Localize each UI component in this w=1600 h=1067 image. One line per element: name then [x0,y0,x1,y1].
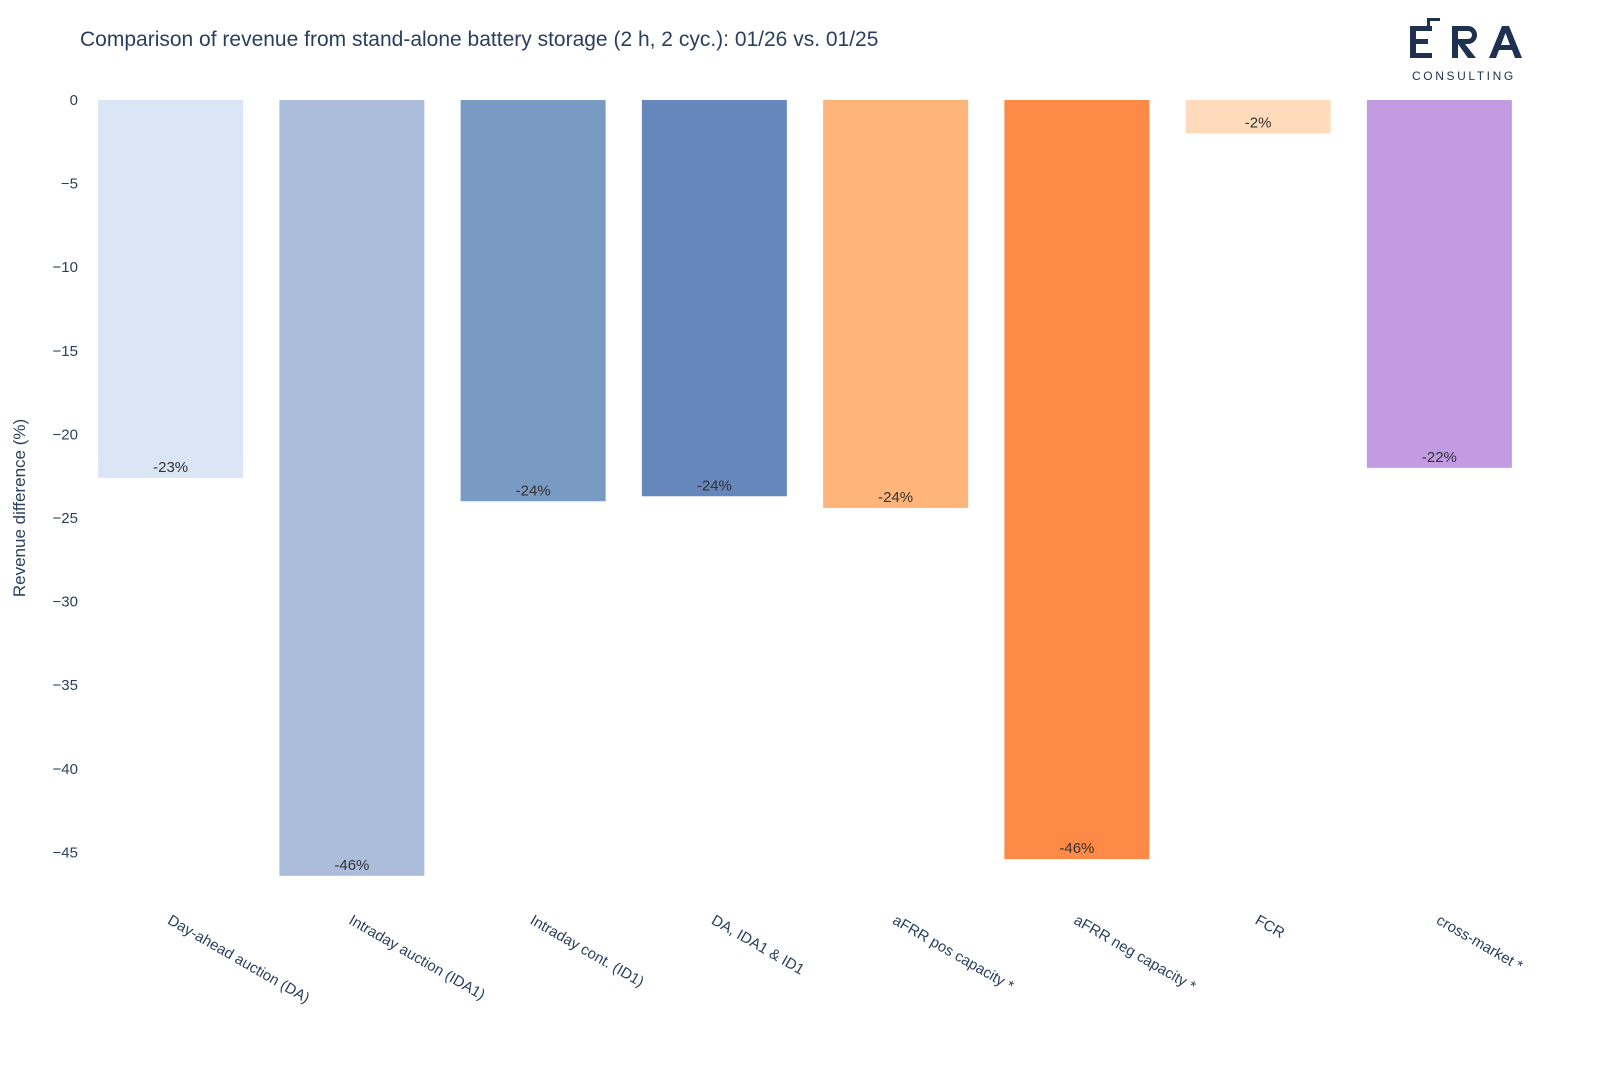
y-tick-label: −45 [53,844,78,861]
y-axis-title: Revenue difference (%) [10,419,29,597]
data-labels-layer: -23% -46% -24% -24% -24% -46% -2% -22% [153,114,1457,873]
y-tick-label: −15 [53,343,78,360]
y-tick-label: −40 [53,761,78,778]
y-tick-label: 0 [70,92,78,109]
y-tick-label: −20 [53,426,78,443]
y-axis: 0 −5 −10 −15 −20 −25 −30 −35 −40 −45 [53,92,78,861]
data-label: -46% [334,857,369,874]
bar [823,100,969,508]
era-logo-icon: CONSULTING [1410,18,1522,83]
bar [98,100,244,478]
bar [460,100,606,502]
bar [1185,100,1331,134]
y-tick-label: −30 [53,594,78,611]
bars-layer [98,100,1512,876]
bar [279,100,425,876]
x-tick-label: Intraday auction (IDA1) [346,912,488,1004]
data-label: -24% [697,477,732,494]
x-tick-label: FCR [1252,912,1287,942]
data-label: -22% [1422,449,1457,466]
data-label: -24% [516,482,551,499]
x-tick-label: aFRR pos capacity * [890,912,1017,995]
data-label: -2% [1245,114,1272,131]
y-tick-label: −35 [53,677,78,694]
y-tick-label: −5 [61,176,78,193]
x-tick-label: DA, IDA1 & ID1 [708,912,807,979]
bar [1004,100,1150,860]
x-tick-label: Intraday cont. (ID1) [527,912,647,991]
chart-title: Comparison of revenue from stand-alone b… [80,28,879,51]
x-tick-label: aFRR neg capacity * [1071,912,1199,996]
x-tick-label: Day-ahead auction (DA) [165,912,313,1007]
y-tick-label: −25 [53,510,78,527]
era-consulting-logo: CONSULTING [1410,18,1540,88]
x-tick-label: cross-market * [1433,912,1525,975]
data-label: -23% [153,459,188,476]
y-tick-label: −10 [53,259,78,276]
data-label: -24% [878,489,913,506]
bar [641,100,787,497]
data-label: -46% [1059,840,1094,857]
x-axis: Day-ahead auction (DA) Intraday auction (… [165,912,1526,1007]
bar [1366,100,1512,468]
svg-text:CONSULTING: CONSULTING [1412,69,1516,83]
